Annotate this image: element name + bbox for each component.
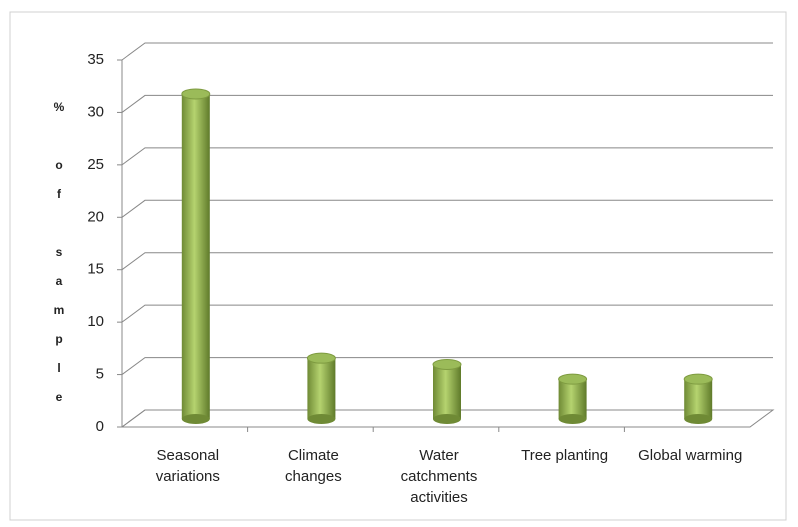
y-tick-label: 10 <box>87 313 104 330</box>
bar-bottom <box>684 414 713 424</box>
bar-bottom <box>181 414 210 424</box>
bar-top <box>306 352 336 364</box>
bar <box>558 379 587 419</box>
grid-line <box>121 304 773 323</box>
x-tick-label: Seasonal variations <box>155 447 220 485</box>
chart-frame <box>9 11 787 521</box>
bar <box>181 93 210 419</box>
bar <box>433 364 461 419</box>
bar-top <box>683 373 713 385</box>
y-tick-label: 20 <box>87 208 104 225</box>
x-tick-label: Water catchments activities <box>400 447 478 506</box>
y-tick-label: 0 <box>96 418 104 435</box>
y-axis-label: % of sample <box>52 100 66 419</box>
grid-line <box>121 42 773 61</box>
y-tick-label: 30 <box>87 103 104 120</box>
y-tick-label: 15 <box>87 261 104 278</box>
bar-bottom <box>433 414 461 424</box>
y-tick-label: 5 <box>96 366 104 383</box>
bar-bottom <box>558 414 587 424</box>
bar-top <box>432 358 462 370</box>
bar-top <box>181 88 211 100</box>
bar-top <box>558 373 588 385</box>
grid-line <box>121 252 773 271</box>
bar <box>684 379 713 419</box>
bar <box>307 358 336 419</box>
grid-line <box>121 147 773 166</box>
grid-line <box>121 199 773 218</box>
x-tick-label: Climate changes <box>285 447 342 485</box>
grid-line <box>121 94 773 113</box>
y-tick-label: 25 <box>87 156 104 173</box>
x-tick-label: Tree planting <box>521 447 609 464</box>
y-tick-label: 35 <box>87 51 104 68</box>
grid-line <box>121 357 773 375</box>
bar-bottom <box>307 414 336 424</box>
x-tick-label: Global warming <box>638 447 743 464</box>
